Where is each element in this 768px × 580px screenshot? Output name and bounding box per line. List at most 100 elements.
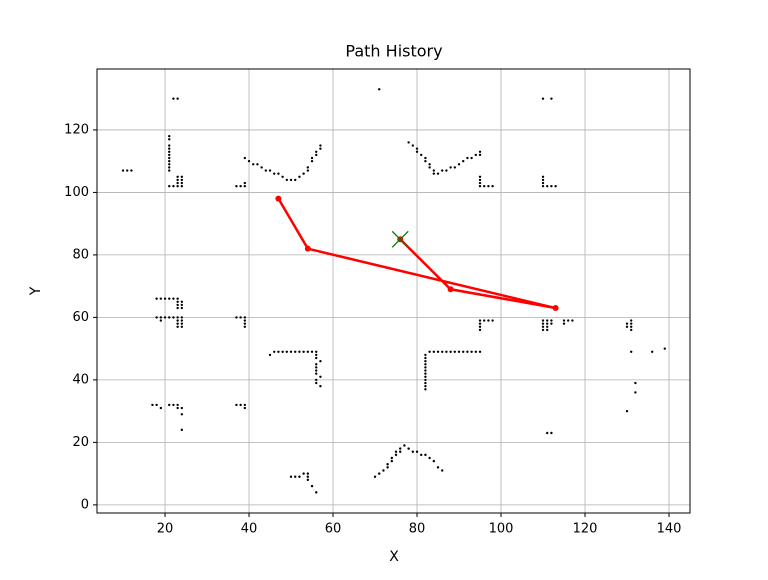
point — [256, 163, 259, 166]
point — [441, 350, 444, 353]
point — [159, 406, 163, 410]
point — [478, 181, 482, 185]
point — [550, 319, 553, 322]
point — [247, 159, 251, 163]
point — [541, 178, 545, 182]
point — [306, 169, 310, 172]
point — [180, 175, 184, 178]
point — [651, 350, 654, 353]
point — [172, 97, 175, 100]
point — [168, 297, 171, 300]
point — [243, 316, 247, 319]
x-axis-label: X — [389, 549, 399, 565]
point — [415, 150, 419, 154]
point — [243, 325, 247, 328]
y-tick-label: 80 — [72, 247, 89, 262]
point — [541, 184, 545, 188]
point — [315, 372, 318, 375]
point — [268, 353, 272, 357]
point — [546, 325, 549, 328]
point — [403, 444, 406, 447]
point — [168, 156, 171, 160]
point — [285, 178, 289, 182]
point — [483, 184, 486, 188]
point — [273, 172, 276, 175]
point — [306, 478, 310, 482]
point — [474, 153, 478, 157]
point — [319, 147, 322, 150]
point — [550, 97, 553, 100]
point — [306, 475, 310, 478]
point — [315, 378, 318, 382]
path-point — [304, 245, 311, 252]
point — [478, 350, 482, 353]
point — [424, 369, 427, 372]
point — [176, 178, 179, 182]
point — [168, 169, 171, 172]
point — [168, 150, 171, 154]
point — [470, 156, 473, 160]
point — [546, 322, 549, 325]
path-point — [447, 286, 454, 293]
point — [180, 325, 184, 328]
point — [630, 328, 633, 332]
point — [289, 178, 293, 182]
point — [302, 472, 305, 475]
point — [424, 356, 427, 360]
point — [420, 153, 423, 157]
point — [310, 156, 314, 160]
point — [159, 297, 163, 300]
point — [176, 403, 179, 407]
point — [457, 350, 461, 353]
point — [243, 322, 247, 325]
marker-stroke — [391, 230, 409, 248]
point — [289, 475, 293, 478]
point — [319, 375, 322, 378]
point — [176, 303, 179, 307]
point — [625, 325, 629, 328]
point — [562, 322, 566, 325]
point — [168, 166, 171, 169]
point — [432, 169, 436, 172]
point — [378, 472, 381, 475]
y-axis-label: Y — [28, 286, 44, 296]
point — [281, 350, 284, 353]
point — [546, 431, 549, 435]
point — [176, 175, 179, 178]
point — [243, 184, 247, 188]
point — [478, 153, 482, 157]
point — [541, 328, 545, 332]
point — [436, 466, 440, 469]
point — [424, 375, 427, 378]
point — [294, 178, 297, 182]
point — [541, 181, 545, 185]
point — [457, 163, 461, 166]
point — [428, 163, 431, 166]
point — [541, 175, 545, 178]
point — [441, 469, 444, 472]
point — [424, 372, 427, 375]
point — [378, 88, 381, 91]
path-point — [275, 195, 282, 202]
point — [180, 316, 184, 319]
point — [449, 350, 452, 353]
point — [424, 359, 427, 363]
point — [394, 450, 398, 453]
point — [172, 297, 175, 300]
point — [399, 450, 402, 453]
point — [373, 475, 377, 478]
point — [541, 325, 545, 328]
point — [264, 169, 268, 172]
point — [478, 184, 482, 188]
point — [415, 450, 419, 453]
point — [180, 322, 184, 325]
point — [315, 366, 318, 369]
path-point — [552, 305, 559, 312]
x-tick-label: 120 — [573, 522, 598, 537]
point — [243, 156, 247, 160]
point — [306, 472, 310, 475]
point — [180, 181, 184, 185]
point — [126, 169, 129, 172]
point — [441, 169, 444, 172]
point — [315, 150, 318, 154]
